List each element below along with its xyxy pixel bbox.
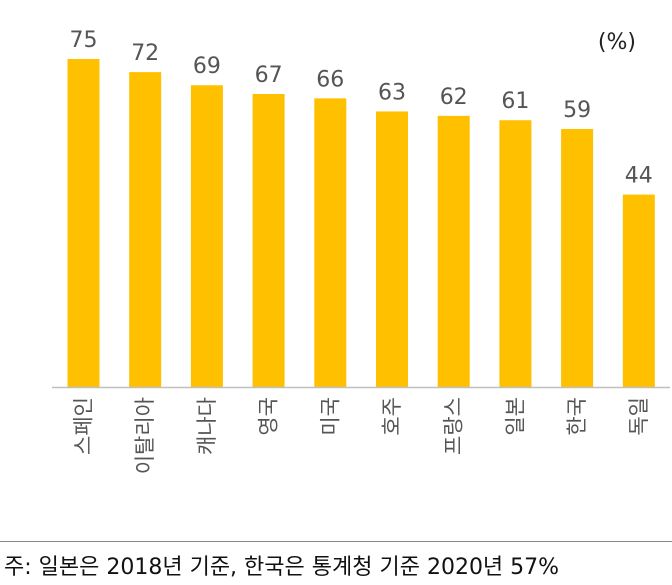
- category-label-3: 캐나다: [195, 397, 219, 455]
- bar-1: [67, 59, 100, 387]
- value-label-1: 75: [70, 28, 98, 53]
- category-label-6: 호주: [380, 397, 404, 436]
- category-label-10: 독일: [627, 397, 651, 436]
- bar-2: [129, 72, 162, 388]
- value-label-7: 62: [440, 85, 468, 110]
- bar-10: [622, 194, 655, 387]
- bar-5: [314, 98, 347, 388]
- category-label-9: 한국: [565, 397, 589, 436]
- value-label-3: 69: [193, 54, 221, 79]
- bar-7: [437, 115, 470, 387]
- bar-9: [561, 128, 594, 387]
- category-label-4: 영국: [257, 397, 281, 436]
- category-label-7: 프랑스: [442, 397, 466, 455]
- value-label-8: 61: [501, 89, 529, 114]
- bar-8: [499, 120, 532, 387]
- value-label-6: 63: [378, 80, 406, 105]
- value-label-2: 72: [131, 41, 159, 66]
- category-label-2: 이탈리아: [133, 397, 157, 474]
- bar-4: [252, 93, 285, 387]
- footnote-divider: [0, 541, 672, 542]
- bar-6: [376, 111, 408, 387]
- value-label-4: 67: [255, 63, 283, 88]
- bar-chart: 75 72 69 67 66 63 62 61 59 44 스페인 이탈리아 캐나다 영국 미국 호주 프랑스…: [52, 28, 670, 474]
- category-label-5: 미국: [318, 397, 342, 436]
- bar-3: [190, 85, 223, 388]
- value-label-5: 66: [316, 67, 344, 92]
- value-label-9: 59: [563, 98, 591, 123]
- footnote: 주: 일본은 2018년 기준, 한국은 통계청 기준 2020년 57%: [4, 555, 560, 580]
- category-label-8: 일본: [503, 397, 527, 436]
- category-label-1: 스페인: [72, 397, 96, 455]
- unit-label: (%): [597, 30, 636, 55]
- value-label-10: 44: [625, 164, 653, 189]
